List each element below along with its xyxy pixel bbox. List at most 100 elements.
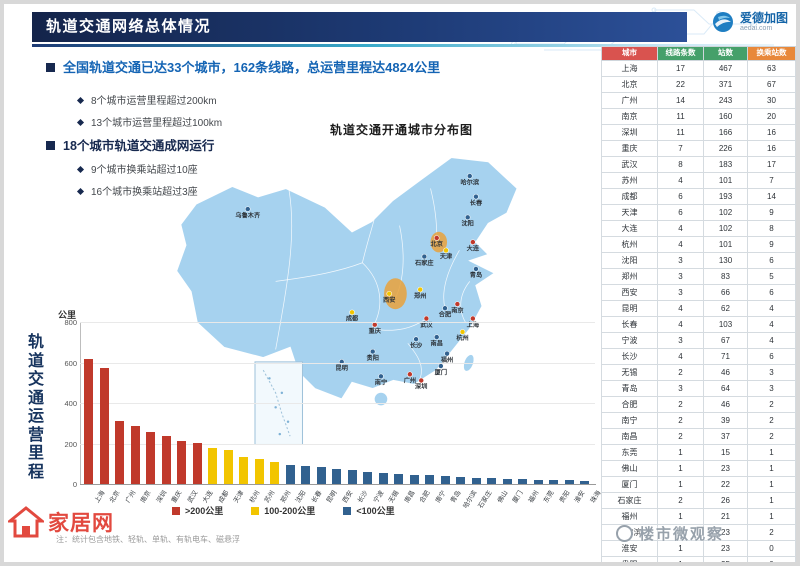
summary-headline: 全国轨道交通已达33个城市，162条线路，总运营里程达4824公里 <box>46 57 440 76</box>
table-cell: 22 <box>657 75 704 93</box>
table-row: 西安 3 66 6 <box>601 283 796 301</box>
table-cell: 大连 <box>601 219 658 237</box>
table-cell: 15 <box>703 443 748 461</box>
table-cell: 西安 <box>601 283 658 301</box>
house-icon <box>8 506 44 538</box>
table-cell: 2 <box>747 411 796 429</box>
table-row: 贵阳1250 <box>601 555 796 562</box>
table-cell: 深圳 <box>601 123 658 141</box>
table-cell: 贵阳 <box>601 555 658 562</box>
table-cell: 3 <box>747 379 796 397</box>
table-row: 广州 14 243 30 <box>601 91 796 109</box>
summary-bullet-2: 13个城市运营里程超过100km <box>76 114 222 129</box>
table-cell: 0 <box>747 539 796 557</box>
table-cell: 63 <box>747 59 796 77</box>
table-cell: 2 <box>747 427 796 445</box>
table-cell: 4 <box>657 347 704 365</box>
diamond-bullet-icon <box>76 96 85 105</box>
svg-text:成都: 成都 <box>346 315 359 323</box>
brand-name: 爱德加图 <box>739 10 788 25</box>
svg-text:沈阳: 沈阳 <box>462 220 474 228</box>
summary-bullet-1: 8个城市运营里程超过200km <box>76 92 217 107</box>
svg-text:广州: 广州 <box>404 377 416 385</box>
table-row: 宁波 3 67 4 <box>601 331 796 349</box>
table-cell: 46 <box>703 363 748 381</box>
city-marker-南宁: 南宁 <box>375 373 387 387</box>
square-bullet-icon <box>46 63 55 72</box>
table-cell: 2 <box>657 395 704 413</box>
legend-item: <100公里 <box>343 504 395 517</box>
city-marker-深圳: 深圳 <box>415 377 427 391</box>
table-cell: 1 <box>657 459 704 477</box>
table-cell: 160 <box>703 107 748 125</box>
summary-bullet-3: 9个城市换乘站超过10座 <box>76 161 198 176</box>
table-cell: 17 <box>657 59 704 77</box>
table-cell: 5 <box>747 267 796 285</box>
svg-text:杭州: 杭州 <box>456 334 468 342</box>
table-row: 重庆 7 226 16 <box>601 139 796 157</box>
table-cell: 3 <box>657 251 704 269</box>
map-title: 轨道交通开通城市分布图 <box>330 123 474 137</box>
svg-text:南昌: 南昌 <box>431 339 443 347</box>
table-row: 南宁 2 39 2 <box>601 411 796 429</box>
china-mainland-shape <box>175 156 519 400</box>
svg-text:上海: 上海 <box>467 321 480 329</box>
bar-长沙 <box>347 470 357 484</box>
watermark-left: 家居网 <box>8 506 114 538</box>
bar-合肥 <box>409 474 419 484</box>
table-header-cell: 城市 <box>601 46 658 61</box>
bar-郑州 <box>270 462 279 484</box>
table-cell: 16 <box>747 139 796 157</box>
table-row: 长春 4 103 4 <box>601 315 796 333</box>
diamond-bullet-icon <box>76 165 85 174</box>
brand-globe-icon <box>712 12 733 32</box>
table-cell: 1 <box>747 475 796 493</box>
table-cell: 2 <box>657 491 704 509</box>
table-header-cell: 线路条数 <box>657 46 704 61</box>
table-header-row: 城市 线路条数 站数 换乘站数 <box>601 46 796 61</box>
svg-text:武汉: 武汉 <box>420 321 433 329</box>
table-cell: 4 <box>657 171 704 189</box>
table-header-cell: 站数 <box>703 46 748 61</box>
table-cell: 46 <box>703 395 748 413</box>
bar-苏州 <box>254 459 264 484</box>
svg-text:南宁: 南宁 <box>375 379 387 387</box>
table-cell: 9 <box>747 235 796 253</box>
table-row: 佛山 1 23 1 <box>601 459 796 477</box>
bar-深圳 <box>146 431 155 484</box>
bar-武汉 <box>177 440 186 484</box>
table-cell: 20 <box>747 107 796 125</box>
table-cell: 7 <box>657 139 704 157</box>
city-marker-北京: 北京 <box>431 235 443 248</box>
svg-text:合肥: 合肥 <box>439 310 452 318</box>
legend-item: 100-200公里 <box>251 504 315 517</box>
bar-长春 <box>301 465 310 484</box>
chart-legend: >200公里 100-200公里 <100公里 <box>172 504 395 517</box>
gridline <box>80 403 595 404</box>
table-cell: 广州 <box>601 91 658 109</box>
bar-福州 <box>518 479 527 484</box>
table-cell: 3 <box>657 379 704 397</box>
bar-东莞 <box>533 479 543 484</box>
svg-text:青岛: 青岛 <box>470 271 482 279</box>
bar-青岛 <box>440 476 450 484</box>
svg-text:贵阳: 贵阳 <box>367 354 379 362</box>
mileage-bar-chart: 公里 0 200 400 600 800 上海 北京 广州 南京 深圳 重庆 武汉 大连 成都 天津 杭州 苏州… <box>54 302 610 520</box>
city-marker-青岛: 青岛 <box>470 266 482 279</box>
svg-text:西安: 西安 <box>383 296 395 304</box>
table-row: 天津 6 102 9 <box>601 203 796 221</box>
table-cell: 4 <box>657 219 704 237</box>
city-marker-大连: 大连 <box>467 239 480 252</box>
table-cell: 1 <box>747 443 796 461</box>
table-cell: 6 <box>747 347 796 365</box>
table-cell: 101 <box>703 171 748 189</box>
table-row: 石家庄 2 26 1 <box>601 491 796 509</box>
bar-贵阳 <box>549 479 558 484</box>
table-cell: 上海 <box>601 59 658 77</box>
table-cell: 4 <box>657 299 704 317</box>
city-statistics-table: 城市 线路条数 站数 换乘站数 上海 17 467 63 北京 22 371 67 广州 14 243 30… <box>601 46 796 562</box>
bar-佛山 <box>487 478 496 484</box>
square-bullet-icon <box>46 141 55 150</box>
table-cell: 7 <box>747 171 796 189</box>
table-row: 武汉 8 183 17 <box>601 155 796 173</box>
